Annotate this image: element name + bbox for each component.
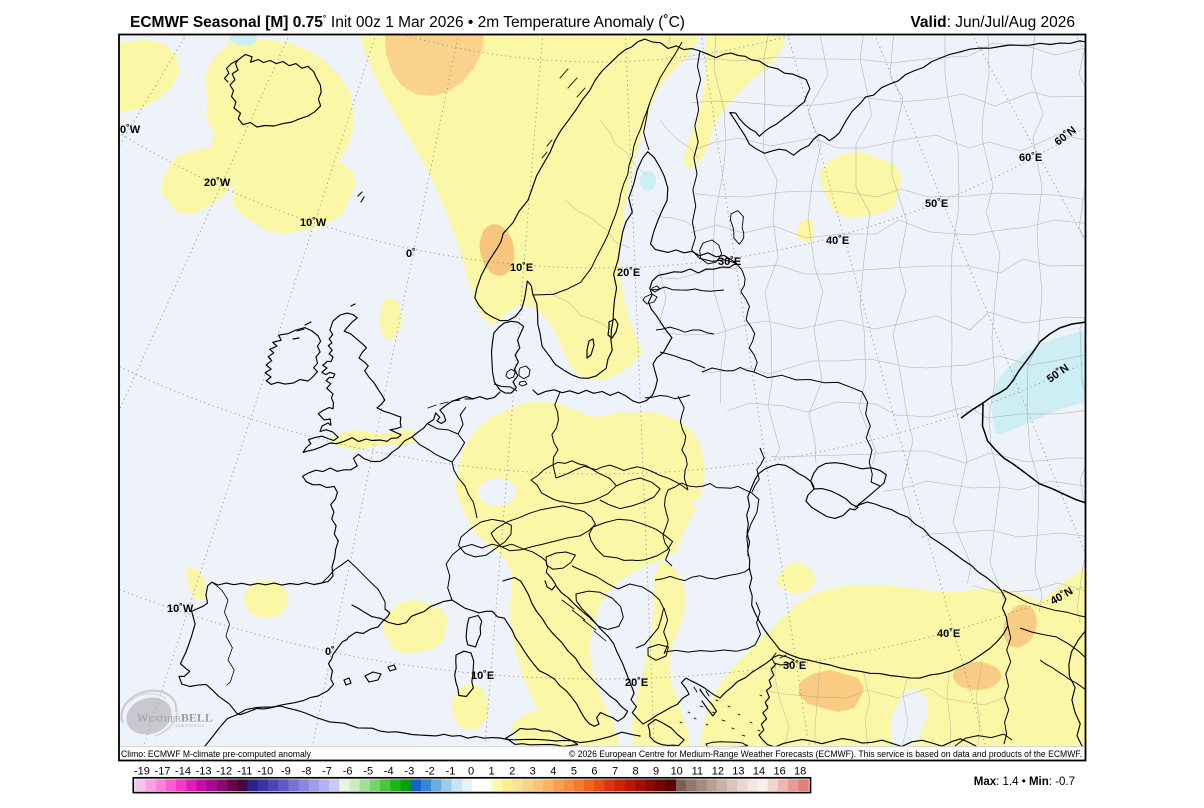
svg-text:-17: -17	[155, 766, 171, 778]
svg-text:2: 2	[509, 766, 515, 778]
svg-text:5: 5	[571, 766, 577, 778]
svg-text:-9: -9	[281, 766, 291, 778]
svg-text:Max: 1.4 • Min: -0.7: Max: 1.4 • Min: -0.7	[974, 776, 1075, 788]
svg-text:-13: -13	[196, 766, 212, 778]
svg-text:40˚E: 40˚E	[937, 628, 960, 640]
svg-text:50˚E: 50˚E	[925, 198, 948, 210]
svg-text:-19: -19	[134, 766, 150, 778]
svg-text:13: 13	[732, 766, 744, 778]
svg-text:6: 6	[591, 766, 597, 778]
svg-text:-14: -14	[175, 766, 191, 778]
svg-text:-11: -11	[237, 766, 252, 778]
svg-text:0˚W: 0˚W	[120, 124, 141, 136]
svg-text:-6: -6	[343, 766, 353, 778]
svg-text:-5: -5	[363, 766, 373, 778]
svg-text:12: 12	[712, 766, 724, 778]
svg-text:20˚E: 20˚E	[625, 677, 648, 689]
svg-text:ANALYTICS LLC: ANALYTICS LLC	[175, 724, 205, 728]
svg-text:-12: -12	[216, 766, 232, 778]
svg-text:16: 16	[773, 766, 785, 778]
svg-text:40˚E: 40˚E	[826, 235, 849, 247]
svg-text:-8: -8	[302, 766, 312, 778]
svg-text:10˚W: 10˚W	[300, 217, 327, 229]
svg-text:-1: -1	[446, 766, 456, 778]
svg-text:20˚W: 20˚W	[204, 177, 231, 189]
svg-text:10˚W: 10˚W	[167, 603, 194, 615]
svg-text:60˚E: 60˚E	[1019, 152, 1042, 164]
svg-text:9: 9	[653, 766, 659, 778]
svg-text:0: 0	[468, 766, 474, 778]
svg-text:30˚E: 30˚E	[718, 256, 741, 268]
svg-text:Valid: Jun/Jul/Aug 2026: Valid: Jun/Jul/Aug 2026	[910, 14, 1075, 31]
svg-text:ECMWF Seasonal [M] 0.75˚ Init: ECMWF Seasonal [M] 0.75˚ Init 00z 1 Mar …	[130, 14, 685, 31]
svg-text:-3: -3	[404, 766, 414, 778]
svg-text:3: 3	[530, 766, 536, 778]
svg-text:1: 1	[489, 766, 495, 778]
svg-text:0˚: 0˚	[325, 646, 335, 658]
svg-text:30˚E: 30˚E	[783, 660, 806, 672]
svg-text:4: 4	[550, 766, 556, 778]
svg-text:© 2026 European Centre for Med: © 2026 European Centre for Medium-Range …	[569, 749, 1082, 760]
svg-text:10: 10	[671, 766, 683, 778]
svg-text:Climo: ECMWF M-climate pre-com: Climo: ECMWF M-climate pre-computed anom…	[121, 749, 311, 760]
svg-text:7: 7	[612, 766, 618, 778]
svg-text:-2: -2	[425, 766, 435, 778]
svg-text:10˚E: 10˚E	[471, 670, 494, 682]
svg-text:-4: -4	[384, 766, 394, 778]
svg-text:10˚E: 10˚E	[510, 262, 533, 274]
svg-text:WEATHERBELL: WEATHERBELL	[137, 711, 213, 725]
svg-text:20˚E: 20˚E	[617, 267, 640, 279]
svg-text:11: 11	[692, 766, 703, 778]
svg-text:-10: -10	[257, 766, 273, 778]
svg-text:14: 14	[753, 766, 765, 778]
svg-text:-7: -7	[322, 766, 332, 778]
svg-text:8: 8	[633, 766, 639, 778]
svg-text:0˚: 0˚	[406, 248, 416, 260]
svg-text:18: 18	[794, 766, 806, 778]
